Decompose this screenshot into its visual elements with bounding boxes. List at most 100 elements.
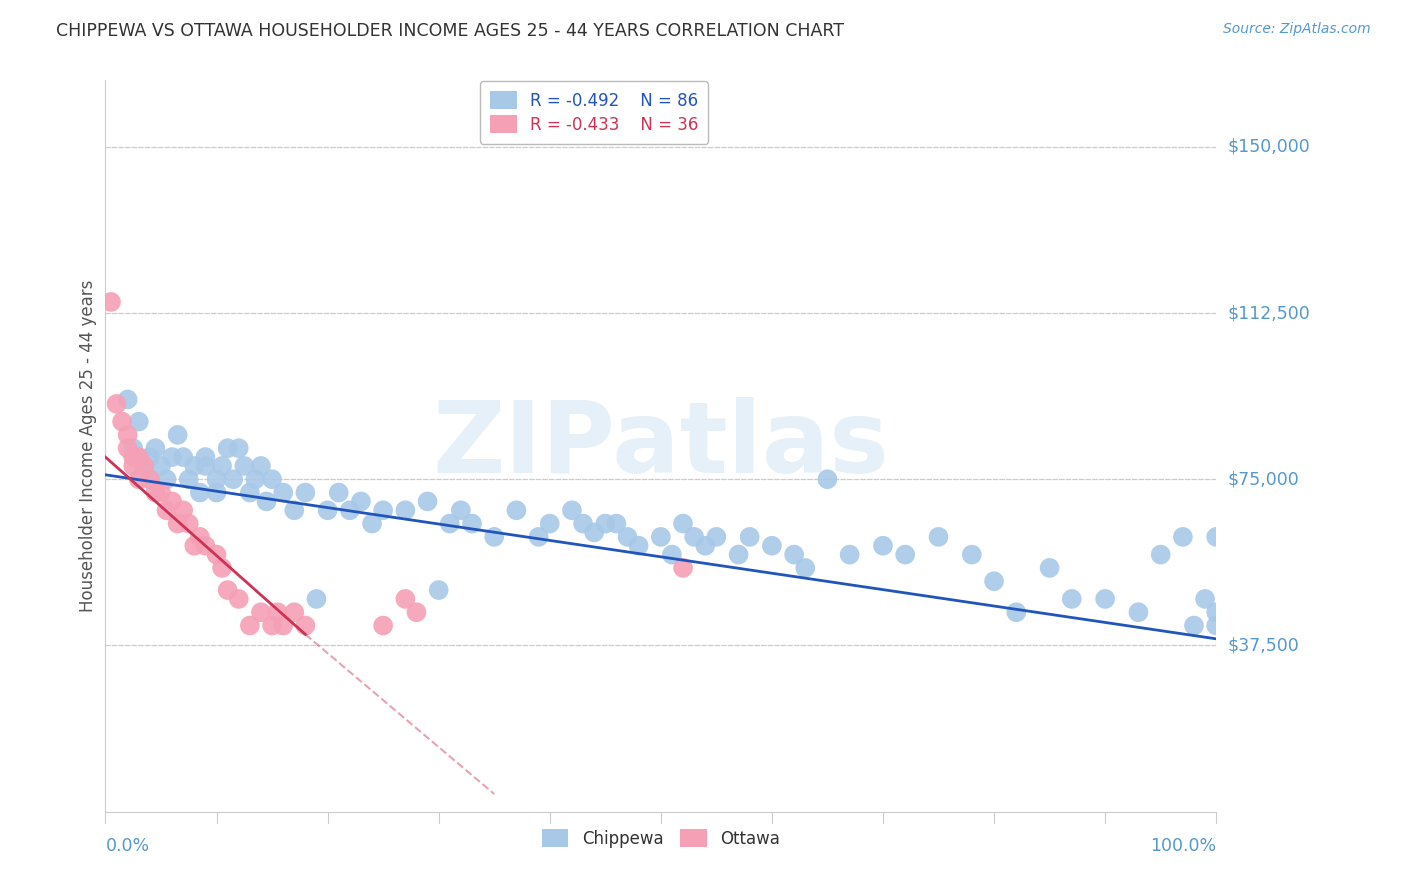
Point [761,539,783,553]
Point [461,516,484,531]
Point [117,428,139,442]
Point [266,605,288,619]
Point [439,516,461,531]
Point [1005,605,1028,619]
Point [283,605,305,619]
Point [172,503,194,517]
Point [738,530,761,544]
Point [217,583,239,598]
Point [139,472,162,486]
Point [350,494,373,508]
Text: Source: ZipAtlas.com: Source: ZipAtlas.com [1223,22,1371,37]
Point [505,503,527,517]
Point [239,618,262,632]
Point [211,561,233,575]
Point [605,516,627,531]
Text: CHIPPEWA VS OTTAWA HOUSEHOLDER INCOME AGES 25 - 44 YEARS CORRELATION CHART: CHIPPEWA VS OTTAWA HOUSEHOLDER INCOME AG… [56,22,844,40]
Point [305,591,328,606]
Point [166,428,188,442]
Point [155,472,177,486]
Point [727,548,749,562]
Point [217,441,239,455]
Point [245,472,267,486]
Point [361,516,384,531]
Point [128,450,150,464]
Point [166,516,188,531]
Point [1171,530,1194,544]
Point [256,494,278,508]
Point [1194,591,1216,606]
Point [328,485,350,500]
Point [155,503,177,517]
Point [262,618,284,632]
Point [427,583,450,598]
Point [838,548,860,562]
Point [616,530,638,544]
Point [294,485,316,500]
Point [371,503,394,517]
Point [783,548,806,562]
Point [139,450,162,464]
Point [561,503,583,517]
Point [928,530,950,544]
Point [394,503,416,517]
Point [183,539,205,553]
Point [150,458,173,473]
Point [250,458,273,473]
Point [160,494,183,508]
Point [339,503,361,517]
Point [271,485,294,500]
Text: $75,000: $75,000 [1227,470,1299,488]
Point [371,618,394,632]
Point [572,516,595,531]
Point [211,458,233,473]
Point [122,450,145,464]
Text: 0.0%: 0.0% [105,838,149,855]
Point [233,458,256,473]
Point [405,605,427,619]
Point [122,441,145,455]
Point [1150,548,1173,562]
Point [145,485,167,500]
Point [1060,591,1083,606]
Point [194,539,217,553]
Point [150,485,173,500]
Point [294,618,316,632]
Legend: Chippewa, Ottawa: Chippewa, Ottawa [536,822,786,855]
Point [134,458,156,473]
Point [1094,591,1116,606]
Point [394,591,416,606]
Point [177,516,200,531]
Point [672,561,695,575]
Point [1128,605,1150,619]
Point [872,539,894,553]
Point [661,548,683,562]
Point [239,485,262,500]
Point [416,494,439,508]
Point [815,472,838,486]
Point [139,472,162,486]
Point [283,503,305,517]
Text: ZIPatlas: ZIPatlas [433,398,889,494]
Point [188,530,211,544]
Point [983,574,1005,589]
Point [794,561,817,575]
Point [527,530,550,544]
Point [627,539,650,553]
Point [172,450,194,464]
Point [960,548,983,562]
Point [194,450,217,464]
Point [271,618,294,632]
Point [1205,530,1227,544]
Point [222,472,245,486]
Point [1205,605,1227,619]
Point [105,397,128,411]
Point [134,458,156,473]
Point [583,525,606,540]
Point [228,591,250,606]
Point [228,441,250,455]
Text: 100.0%: 100.0% [1150,838,1216,855]
Point [894,548,917,562]
Point [145,441,167,455]
Point [595,516,617,531]
